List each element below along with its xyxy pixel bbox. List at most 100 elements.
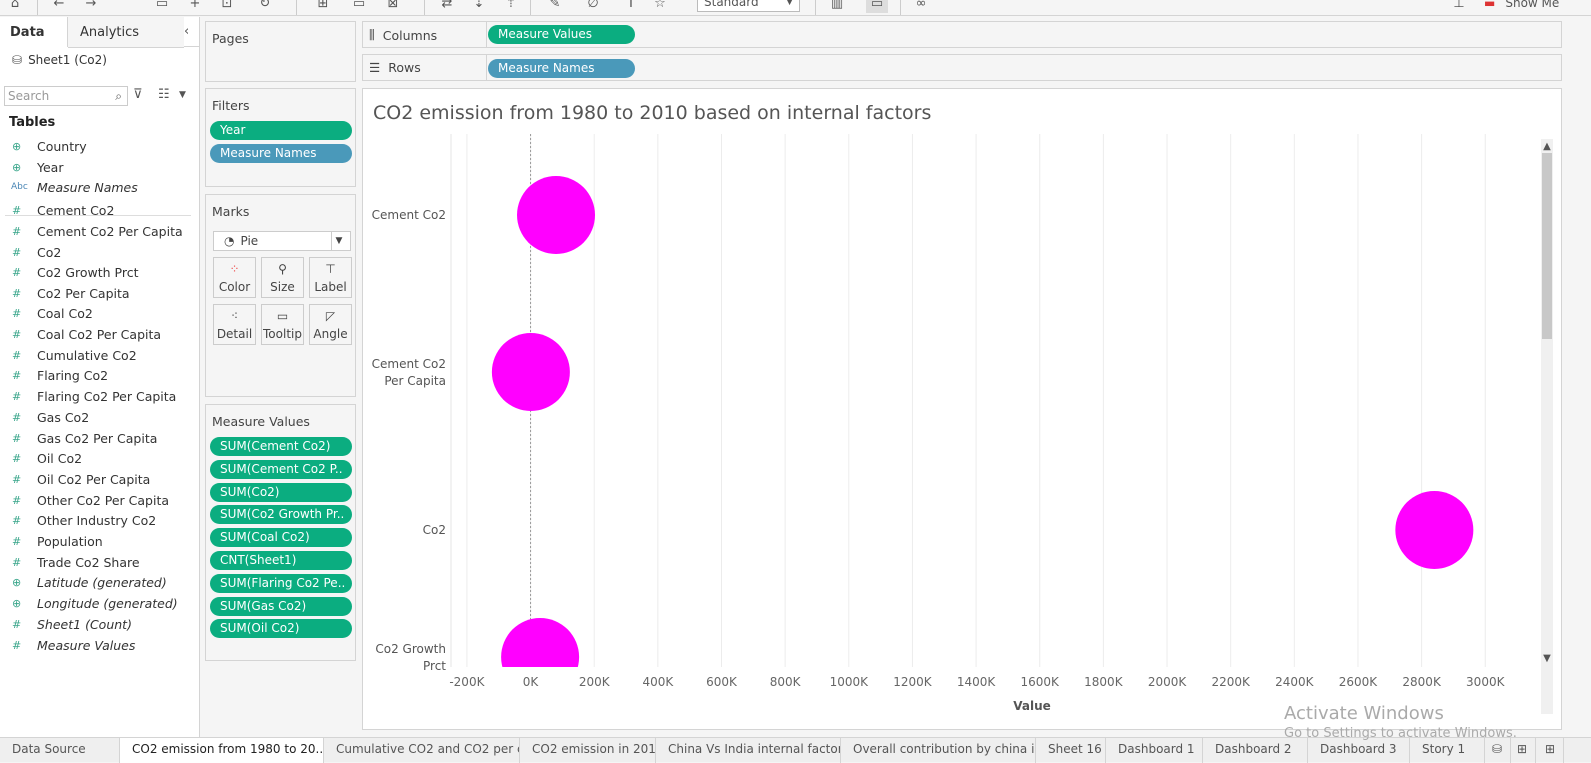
sheet-tab[interactable]: China Vs India internal factors (656, 738, 841, 763)
columns-pill-measure-values[interactable]: Measure Values (488, 25, 635, 44)
label-icon[interactable]: T (627, 0, 635, 11)
chart[interactable]: -200K 0K 200K 400K 600K 800K 1000K 1200K 1400K 16… (363, 89, 1561, 729)
field-item[interactable]: # Flaring Co2 (0, 365, 195, 385)
field-item[interactable]: # Cement Co2 (0, 200, 195, 220)
field-item[interactable]: # Gas Co2 Per Capita (0, 428, 195, 448)
filter-pill-year[interactable]: Year (210, 121, 352, 140)
new-dashboard-icon[interactable]: ⊞ (1540, 738, 1564, 763)
sheet-tab[interactable]: Cumulative CO2 and CO2 per ca.. (324, 738, 520, 763)
rows-shelf[interactable]: ☰ Rows Measure Names (362, 54, 1562, 81)
tab-analytics[interactable]: Analytics (68, 17, 184, 48)
color-button[interactable]: ⁘ Color (213, 257, 256, 298)
filter-pill-measure-names[interactable]: Measure Names (210, 144, 352, 163)
new-worksheet-icon[interactable]: ⊞ (317, 0, 329, 11)
mark-type-dropdown[interactable]: ◔ Pie ▼ (213, 231, 351, 251)
sort-descending-icon[interactable]: ⇡ (505, 0, 517, 11)
field-item[interactable]: ⊕ Year (0, 157, 195, 177)
filter-icon[interactable]: ⊽ (133, 87, 143, 102)
show-labels-icon[interactable]: ▥ (830, 0, 844, 11)
field-item[interactable]: # Sheet1 (Count) (0, 614, 195, 634)
filters-card[interactable]: Filters Year Measure Names (205, 88, 356, 187)
label-button[interactable]: ⊤ Label (309, 257, 352, 298)
scroll-up-icon[interactable]: ▲ (1543, 141, 1551, 152)
sheet-tab[interactable]: CO2 emission from 1980 to 20.. (120, 738, 324, 763)
pin-icon[interactable]: ☆ (654, 0, 666, 11)
redo-icon[interactable]: → (85, 0, 97, 11)
sheet-tab[interactable]: Story 1 (1410, 738, 1485, 763)
measure-values-title: Measure Values (212, 414, 310, 429)
field-item[interactable]: # Co2 Growth Prct (0, 262, 195, 282)
measure-value-pill[interactable]: SUM(Cement Co2) (210, 437, 352, 456)
group-icon[interactable]: ∅ (587, 0, 599, 11)
sheet-tab[interactable]: Data Source (0, 738, 120, 763)
field-item[interactable]: ⊕ Longitude (generated) (0, 593, 195, 613)
detail-button[interactable]: ⁖ Detail (213, 304, 256, 345)
new-worksheet-icon[interactable]: ⊞ (1512, 738, 1536, 763)
search-input[interactable]: Search ⌕ (4, 86, 128, 106)
sort-ascending-icon[interactable]: ⇣ (473, 0, 485, 11)
field-item[interactable]: # Trade Co2 Share (0, 552, 195, 572)
field-item[interactable]: # Oil Co2 (0, 448, 195, 468)
field-item[interactable]: # Coal Co2 Per Capita (0, 324, 195, 344)
measure-value-pill[interactable]: SUM(Co2) (210, 482, 352, 502)
save-icon[interactable]: ▭ (155, 0, 169, 11)
field-item[interactable]: ⊕ Latitude (generated) (0, 572, 195, 592)
sheet-tab[interactable]: Overall contribution by china in.. (841, 738, 1036, 763)
tooltip-button[interactable]: ▭ Tooltip (261, 304, 304, 345)
size-button[interactable]: ⚲ Size (261, 257, 304, 298)
field-item[interactable]: # Cement Co2 Per Capita (0, 221, 195, 241)
measure-value-pill[interactable]: SUM(Co2 Growth Pr.. (210, 505, 352, 525)
field-item[interactable]: # Co2 Per Capita (0, 283, 195, 303)
field-item[interactable]: # Population (0, 531, 195, 551)
field-item[interactable]: # Measure Values (0, 635, 195, 655)
scrollbar-thumb[interactable] (1542, 153, 1552, 339)
columns-shelf[interactable]: ⫼ Columns Measure Values (362, 21, 1562, 48)
undo-icon[interactable]: ← (53, 0, 65, 11)
measure-value-pill[interactable]: CNT(Sheet1) (210, 551, 352, 570)
collapse-pane-icon[interactable]: ‹ (184, 24, 190, 39)
duplicate-icon[interactable]: ▭ (352, 0, 366, 11)
pages-card[interactable]: Pages (205, 21, 356, 82)
measure-value-pill[interactable]: SUM(Gas Co2) (210, 596, 352, 616)
field-item[interactable]: # Other Industry Co2 (0, 510, 195, 530)
rows-pill-measure-names[interactable]: Measure Names (488, 59, 635, 78)
datasource-item[interactable]: ⛁ Sheet1 (Co2) (12, 53, 107, 67)
field-item[interactable]: # Gas Co2 (0, 407, 195, 427)
field-item[interactable]: Abc Measure Names (0, 177, 195, 197)
fit-dropdown[interactable]: Standard ▼ (697, 0, 800, 12)
pin-marks-icon[interactable]: ⊥ (1453, 0, 1465, 11)
swap-icon[interactable]: ⇄ (441, 0, 453, 11)
share-icon[interactable]: ∞ (915, 0, 927, 11)
new-data-source-icon[interactable]: ⛁ (1487, 738, 1511, 763)
sheet-tab[interactable]: Dashboard 1 (1106, 738, 1203, 763)
presentation-icon[interactable]: ▭ (866, 0, 888, 13)
sheet-tab[interactable]: Sheet 16 (1036, 738, 1106, 763)
scroll-down-icon[interactable]: ▼ (1543, 653, 1551, 664)
home-icon[interactable]: ⌂ (10, 0, 20, 11)
measure-value-pill[interactable]: SUM(Oil Co2) (210, 619, 352, 639)
new-datasource-icon[interactable]: + (189, 0, 201, 11)
angle-button[interactable]: ◸ Angle (309, 304, 352, 345)
field-item[interactable]: # Coal Co2 (0, 303, 195, 323)
field-name: Sheet1 (Count) (37, 616, 132, 632)
field-item[interactable]: # Flaring Co2 Per Capita (0, 386, 195, 406)
field-item[interactable]: # Other Co2 Per Capita (0, 490, 195, 510)
measure-value-pill[interactable]: SUM(Coal Co2) (210, 528, 352, 548)
tab-data[interactable]: Data (0, 17, 68, 47)
sheet-tab[interactable]: Dashboard 2 (1203, 738, 1308, 763)
sheet-tab[interactable]: CO2 emission in 2015 (520, 738, 656, 763)
field-item[interactable]: # Cumulative Co2 (0, 345, 195, 365)
field-item[interactable]: ⊕ Country (0, 136, 195, 156)
show-me-button[interactable]: ▬ Show Me (1484, 0, 1584, 13)
field-item[interactable]: # Oil Co2 Per Capita (0, 469, 195, 489)
chevron-down-icon[interactable]: ▼ (179, 90, 186, 100)
view-options-icon[interactable]: ☷ (158, 87, 170, 102)
highlight-icon[interactable]: ✎ (549, 0, 561, 11)
refresh-icon[interactable]: ↻ (259, 0, 271, 11)
field-item[interactable]: # Co2 (0, 242, 195, 262)
measure-value-pill[interactable]: SUM(Flaring Co2 Pe.. (210, 573, 352, 593)
pause-updates-icon[interactable]: ⊡ (221, 0, 233, 11)
clear-sheet-icon[interactable]: ⊠ (387, 0, 399, 11)
sheet-tab[interactable]: Dashboard 3 (1308, 738, 1410, 763)
measure-value-pill[interactable]: SUM(Cement Co2 P.. (210, 459, 352, 479)
